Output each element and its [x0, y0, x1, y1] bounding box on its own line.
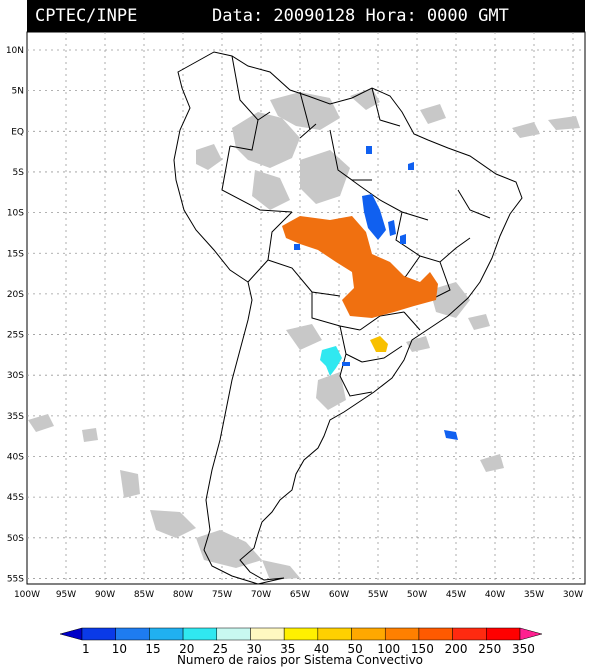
colorbar-arrow-left: [59, 627, 83, 641]
colorbar-label: 100: [377, 642, 401, 656]
lat-label: 10S: [7, 209, 24, 219]
colorbar-segment: [81, 627, 116, 641]
colorbar-segment: [384, 627, 420, 641]
lon-label: 45W: [446, 590, 466, 600]
colorbar-label: 150: [410, 642, 434, 656]
colorbar-segment: [486, 627, 521, 641]
colorbar-label: 30: [246, 642, 262, 656]
lat-label: EQ: [11, 127, 24, 137]
lon-label: 70W: [251, 590, 271, 600]
datetime-label: Data: 20090128 Hora: 0000 GMT: [212, 6, 509, 26]
colorbar-label: 15: [145, 642, 161, 656]
lat-label: 40S: [7, 453, 24, 463]
lat-label: 5N: [12, 87, 24, 97]
lon-label: 100W: [14, 590, 40, 600]
lon-label: 80W: [173, 590, 193, 600]
lat-label: 50S: [7, 534, 24, 544]
blue-convective-cells: [294, 146, 458, 440]
lat-label: 10N: [6, 46, 24, 56]
colorbar-segment: [351, 627, 386, 641]
colorbar-segment: [182, 627, 218, 641]
coastlines: [173, 51, 523, 585]
colorbar-arrow-right: [519, 627, 543, 641]
lat-label: 55S: [7, 574, 24, 584]
colorbar-segment: [115, 627, 150, 641]
colorbar-label: 50: [347, 642, 363, 656]
lat-label: 35S: [7, 412, 24, 422]
colorbar-segment: [317, 627, 352, 641]
lat-label: 15S: [7, 249, 24, 259]
lon-label: 95W: [56, 590, 76, 600]
colorbar-segment: [216, 627, 251, 641]
lat-label: 25S: [7, 331, 24, 341]
map-header: CPTEC/INPE Data: 20090128 Hora: 0000 GMT: [27, 0, 585, 32]
colorbar-segment: [452, 627, 487, 641]
colorbar-label: 200: [444, 642, 468, 656]
colorbar-label: 350: [512, 642, 535, 656]
colorbar: [59, 627, 543, 641]
colorbar-segment: [149, 627, 184, 641]
graticule: 10N 5N EQ 5S 10S 15S 20S 25S 30S 35S 40S 45S 50S 55S 1…: [6, 32, 585, 600]
lat-label: 45S: [7, 493, 24, 503]
lon-label: 55W: [368, 590, 388, 600]
lon-label: 40W: [485, 590, 505, 600]
colorbar-title: Numero de raios por Sistema Convectivo: [176, 653, 424, 667]
source-label: CPTEC/INPE: [35, 6, 138, 26]
colorbar-label: 250: [478, 642, 502, 656]
lon-label: 30W: [563, 590, 583, 600]
colorbar-label: 1: [82, 642, 90, 656]
colorbar-label: 40: [313, 642, 330, 656]
lon-label: 90W: [95, 590, 115, 600]
colorbar-label: 20: [179, 642, 195, 656]
colorbar-label: 35: [280, 642, 296, 656]
lon-label: 65W: [290, 590, 310, 600]
colorbar-label: 10: [111, 642, 127, 656]
lat-label: 5S: [13, 168, 25, 178]
lon-label: 50W: [407, 590, 427, 600]
colorbar-segment: [250, 627, 285, 641]
cyan-convective-cell: [320, 346, 342, 376]
colorbar-segment: [418, 627, 453, 641]
lat-label: 20S: [7, 290, 24, 300]
lon-label: 35W: [524, 590, 544, 600]
lon-label: 60W: [329, 590, 349, 600]
orange-convective-cells: [282, 216, 438, 318]
colorbar-label: 25: [212, 642, 229, 656]
lon-label: 75W: [212, 590, 232, 600]
yellow-convective-cell: [370, 336, 388, 352]
lat-label: 30S: [7, 371, 24, 381]
lon-label: 85W: [134, 590, 154, 600]
colorbar-segment: [283, 627, 319, 641]
